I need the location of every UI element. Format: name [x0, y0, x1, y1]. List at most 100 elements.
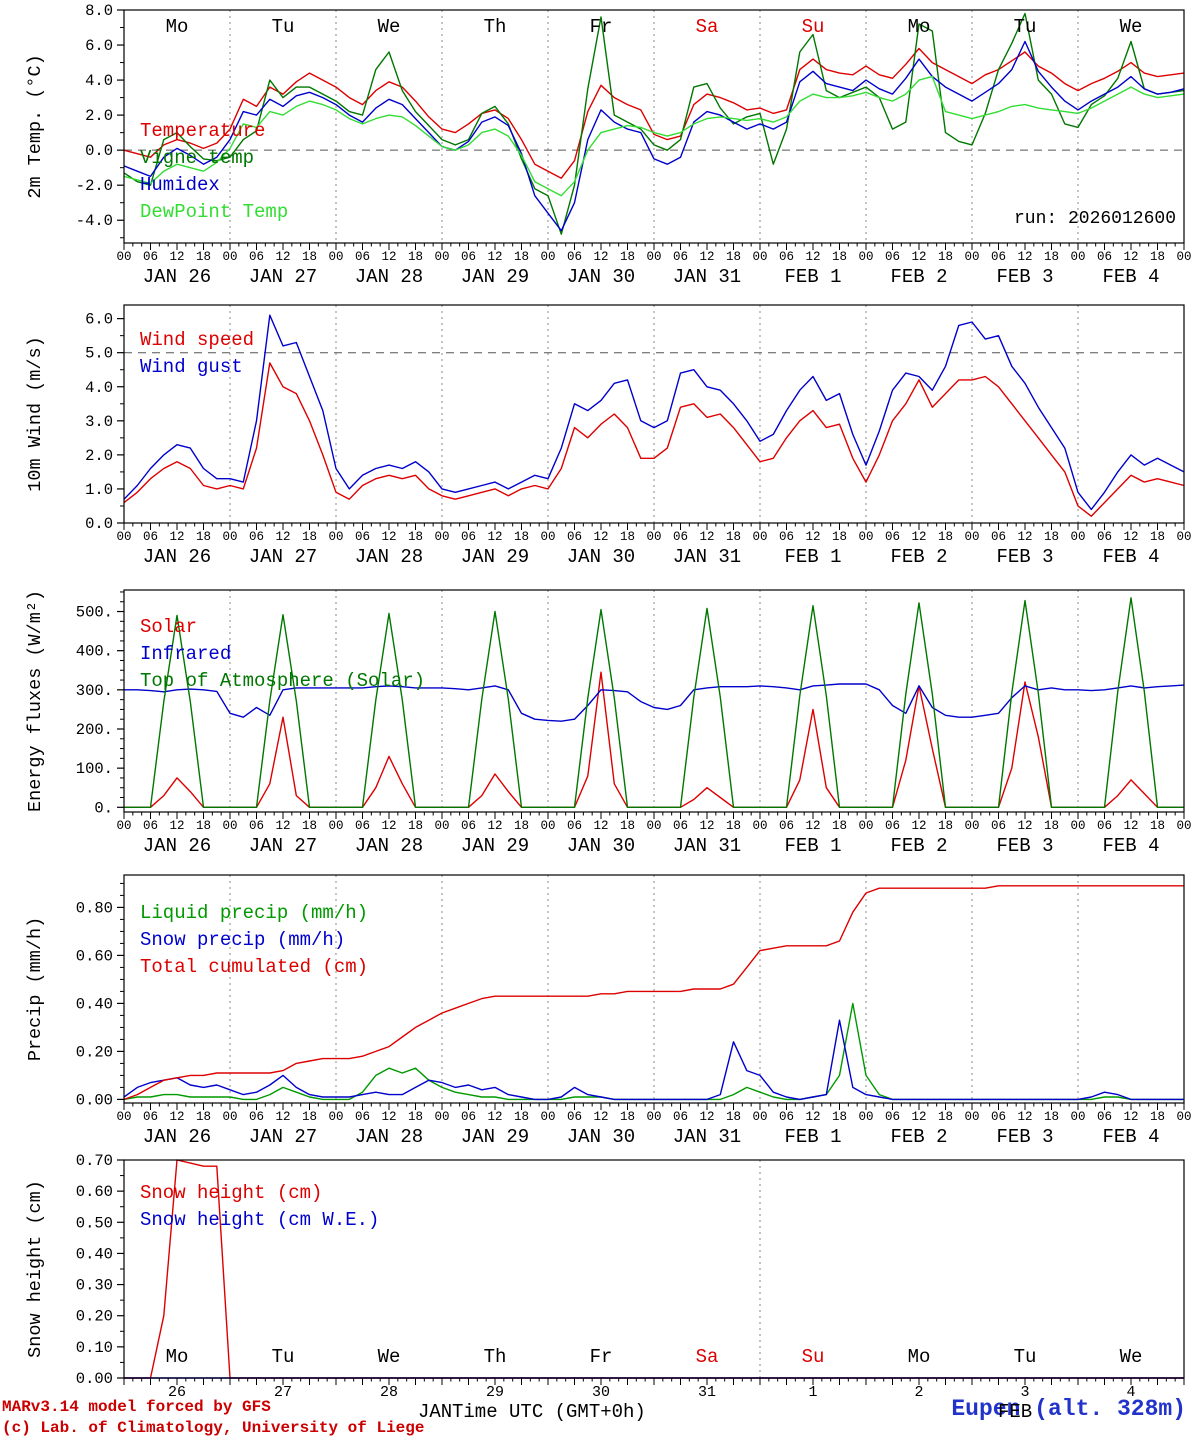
x-date-label: FEB 1: [784, 1126, 841, 1148]
y-tick-label: 300.: [76, 682, 113, 700]
y-tick-label: 8.0: [85, 2, 113, 20]
x-hour-label: 06: [355, 1110, 370, 1124]
x-hour-label: 18: [832, 1110, 847, 1124]
x-hour-label: 12: [805, 1110, 820, 1124]
x-hour-label: 00: [328, 250, 343, 264]
x-hour-label: 06: [991, 530, 1006, 544]
y-tick-label: 2.0: [85, 447, 113, 465]
x-hour-label: 12: [1123, 819, 1138, 833]
x-hour-label: 00: [964, 819, 979, 833]
x-day-number: 28: [380, 1384, 398, 1401]
y-tick-label: 0.00: [76, 1091, 113, 1109]
x-date-label: FEB 3: [996, 266, 1053, 288]
x-hour-label: 06: [567, 250, 582, 264]
panel-temperature: -4.0 -2.0 0.0 2.0 4.0 6.0 8.0 00 06 12 18 00 06 12 18 0…: [25, 2, 1192, 288]
x-hour-label: 18: [726, 250, 741, 264]
legend-snow-height-cm: Snow height (cm): [140, 1182, 322, 1204]
x-hour-label: 06: [143, 1110, 158, 1124]
weekday-label: Tu: [1014, 1346, 1037, 1368]
legend-dewpoint-temp: DewPoint Temp: [140, 201, 288, 223]
y-tick-label: 0.20: [76, 1308, 113, 1326]
x-hour-label: 00: [752, 250, 767, 264]
x-hour-label: 00: [646, 1110, 661, 1124]
credit-line-1: MARv3.14 model forced by GFS: [2, 1398, 271, 1416]
x-hour-label: 18: [938, 250, 953, 264]
x-hour-label: 12: [593, 1110, 608, 1124]
x-hour-label: 12: [275, 819, 290, 833]
legend-infrared: Infrared: [140, 643, 231, 665]
x-date-label: JAN 27: [249, 266, 317, 288]
series-wind-speed: [123, 362, 1185, 517]
weekday-label: We: [378, 1346, 401, 1368]
x-hour-label: 00: [858, 250, 873, 264]
x-date-label: FEB 2: [890, 546, 947, 568]
y-tick-label: 0.40: [76, 1245, 113, 1263]
x-hour-label: 00: [222, 530, 237, 544]
series-top-of-atmosphere-solar: [124, 597, 1184, 808]
x-hour-label: 18: [620, 819, 635, 833]
x-day-number: 31: [698, 1384, 716, 1401]
x-date-label: FEB 4: [1102, 835, 1159, 857]
x-hour-label: 00: [222, 819, 237, 833]
legend-temperature: Temperature: [140, 120, 265, 142]
weekday-label: We: [1120, 16, 1143, 38]
panel-snow: 0.00 0.10 0.20 0.30 0.40 0.50 0.60 0.70 26 27 28 29…: [25, 1152, 1185, 1401]
x-hour-label: 18: [302, 250, 317, 264]
y-tick-label: 3.0: [85, 413, 113, 431]
x-hour-label: 18: [620, 250, 635, 264]
panel-energy: 0. 100. 200. 300. 400. 500. 00 06 12 18 00 06 12 18 00…: [25, 589, 1192, 857]
x-date-label: FEB 2: [890, 266, 947, 288]
x-hour-label: 18: [408, 819, 423, 833]
x-hour-label: 00: [1176, 1110, 1191, 1124]
weekday-label: Sa: [696, 1346, 719, 1368]
x-hour-label: 06: [1097, 250, 1112, 264]
x-date-label: FEB 3: [996, 546, 1053, 568]
x-hour-label: 00: [964, 530, 979, 544]
y-tick-label: 0.30: [76, 1277, 113, 1295]
y-axis-title: 2m Temp. (°C): [25, 54, 46, 198]
x-hour-label: 00: [1070, 250, 1085, 264]
x-hour-label: 12: [381, 1110, 396, 1124]
series-snow-precip-mm-h: [123, 1019, 1184, 1101]
x-hour-label: 12: [487, 819, 502, 833]
weekday-label: Mo: [908, 1346, 931, 1368]
x-hour-label: 06: [885, 1110, 900, 1124]
x-hour-label: 06: [885, 819, 900, 833]
x-hour-label: 06: [143, 819, 158, 833]
y-tick-label: 0.40: [76, 995, 113, 1013]
x-hour-label: 06: [1097, 530, 1112, 544]
x-date-label: FEB 4: [1102, 266, 1159, 288]
x-hour-label: 06: [143, 530, 158, 544]
x-hour-label: 18: [1044, 250, 1059, 264]
x-date-label: JAN 27: [249, 1126, 317, 1148]
x-hour-label: 06: [249, 819, 264, 833]
x-hour-label: 12: [1017, 1110, 1032, 1124]
x-hour-label: 12: [911, 530, 926, 544]
credit-line-2: (c) Lab. of Climatology, University of L…: [2, 1419, 425, 1437]
x-hour-label: 12: [487, 1110, 502, 1124]
y-tick-label: 0.0: [85, 142, 113, 160]
x-hour-label: 00: [858, 530, 873, 544]
x-hour-label: 06: [355, 530, 370, 544]
x-hour-label: 12: [487, 250, 502, 264]
x-date-label: JAN 28: [355, 835, 423, 857]
x-hour-label: 12: [699, 819, 714, 833]
x-hour-label: 18: [514, 250, 529, 264]
x-day-number: 1: [808, 1384, 817, 1401]
x-hour-label: 00: [328, 819, 343, 833]
x-hour-label: 12: [593, 250, 608, 264]
series-temperature: [123, 47, 1185, 179]
legend-snow-height-cm-w-e: Snow height (cm W.E.): [140, 1209, 379, 1231]
weekday-label: We: [378, 16, 401, 38]
x-hour-label: 12: [169, 530, 184, 544]
x-hour-label: 18: [1150, 1110, 1165, 1124]
x-hour-label: 18: [938, 819, 953, 833]
x-hour-label: 18: [620, 1110, 635, 1124]
x-hour-label: 00: [434, 530, 449, 544]
x-hour-label: 06: [249, 250, 264, 264]
x-hour-label: 00: [434, 819, 449, 833]
x-hour-label: 00: [328, 530, 343, 544]
x-date-label: JAN 27: [249, 835, 317, 857]
y-tick-label: 0.20: [76, 1043, 113, 1061]
